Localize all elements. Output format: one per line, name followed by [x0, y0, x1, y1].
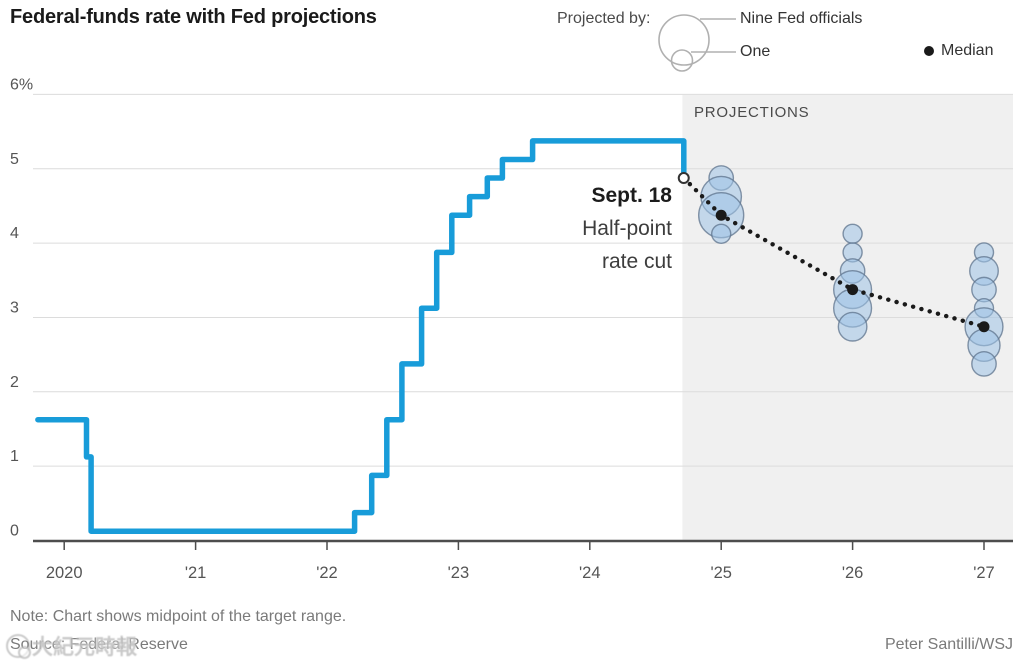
x-axis-tick-label: '24 [579, 564, 601, 582]
chart-credit: Peter Santilli/WSJ [884, 636, 1013, 653]
projection-bubble [711, 223, 732, 245]
x-axis-tick-label: '26 [842, 564, 864, 582]
x-axis-tick-label: '21 [185, 564, 207, 582]
rate-cut-annotation: Sept. 18 Half-point rate cut [582, 179, 672, 278]
legend-median-dot-icon [924, 46, 934, 56]
y-axis-tick-label: 0 [10, 523, 19, 540]
projection-bubble [971, 351, 997, 377]
watermark-logo-icon [6, 634, 31, 659]
x-axis-tick-label: '22 [316, 564, 338, 582]
site-watermark: 大紀元時報 [6, 631, 137, 661]
y-axis-tick-label: 5 [10, 151, 19, 168]
rate-cut-open-point [677, 172, 690, 185]
projections-region-label: PROJECTIONS [694, 104, 810, 121]
legend-nine-officials-circle-icon [658, 14, 710, 66]
x-axis-tick-label: '27 [973, 564, 995, 582]
y-axis-tick-label: 4 [10, 225, 19, 242]
legend-projected-by-label: Projected by: [557, 10, 651, 27]
chart-source: Source: Federal Reserve [10, 636, 188, 653]
annotation-date: Sept. 18 [591, 184, 672, 207]
y-axis-tick-label: 6% [10, 76, 33, 93]
projection-bubble [837, 311, 868, 342]
y-axis-tick-label: 2 [10, 374, 19, 391]
x-axis-tick-label: 2020 [46, 564, 83, 582]
chart-note: Note: Chart shows midpoint of the target… [10, 608, 347, 625]
y-axis-tick-label: 3 [10, 299, 19, 316]
x-axis-tick-label: '23 [448, 564, 470, 582]
median-dotted-line [681, 175, 987, 329]
legend-median-label: Median [941, 42, 994, 59]
projection-bubble [842, 223, 863, 245]
watermark-text: 大紀元時報 [32, 636, 137, 659]
projection-median-dot [715, 209, 727, 221]
annotation-text-line3: rate cut [601, 250, 672, 273]
legend-nine-officials-label: Nine Fed officials [740, 10, 863, 27]
projection-median-dot [847, 284, 859, 296]
legend-one-official-circle-icon [670, 49, 694, 72]
page-title: Federal-funds rate with Fed projections [10, 6, 377, 28]
fed-funds-rate-line [35, 138, 687, 534]
annotation-text-line2: Half-point [582, 217, 672, 240]
x-axis-tick-label: '25 [710, 564, 732, 582]
legend-one-official-label: One [740, 43, 771, 60]
y-axis-tick-label: 1 [10, 448, 19, 465]
projection-median-dot [978, 321, 990, 333]
